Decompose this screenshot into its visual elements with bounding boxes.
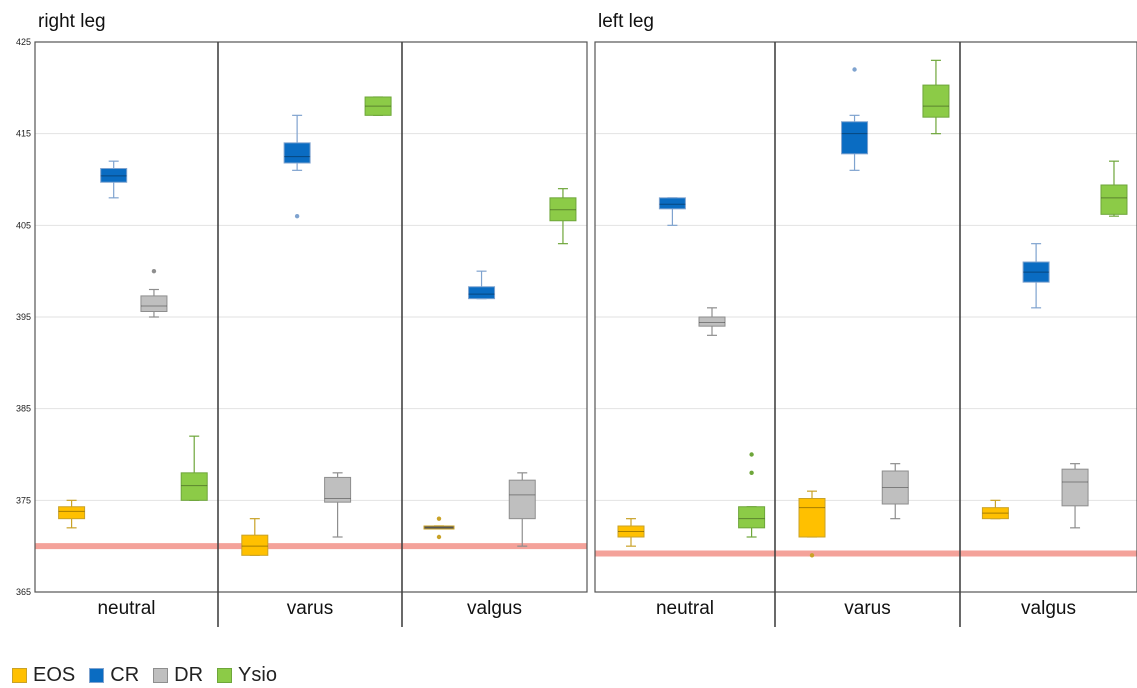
legend-swatch-eos [12,668,27,683]
y-tick-label: 405 [16,220,31,230]
panel-1-neutral-dr-box [140,295,168,312]
panel-1-category-label-neutral: neutral [97,598,155,619]
y-tick-label: 385 [16,404,31,414]
panel-2-valgus-cr-box [1022,261,1050,283]
panel-1-neutral-eos-box [58,506,86,520]
panel-1-neutral-ysio-box [180,472,208,501]
panel-2-varus-cr-outlier [852,67,857,72]
panel-2-category-label-varus: varus [844,598,890,619]
panel-2-varus-cr-box [841,121,869,155]
panel-2-neutral-ysio-outlier [749,470,754,476]
panel-1-category-label-valgus: valgus [467,598,522,619]
legend-swatch-cr [89,668,105,683]
legend-item-eos: EOS [12,664,75,687]
y-tick-label: 375 [16,495,31,505]
panel-1-varus-dr-box [324,476,352,503]
panel-2-neutral-ysio-box [738,506,766,529]
y-tick-label: 365 [16,587,31,597]
panel-2-varus-dr-box [881,470,909,505]
panel-1-plot-frame [34,41,588,593]
panel-1-neutral-cr-box [100,168,128,183]
panel-2-varus-eos-box [798,498,826,538]
panel-2-varus-ysio-box [922,84,950,118]
legend-swatch-ysio [217,668,233,683]
y-tick-label: 395 [16,312,31,322]
panel-1-varus-ysio-box [364,96,392,116]
panel-1-varus-cr-box [283,142,311,164]
legend-label-dr: DR [174,664,204,686]
legend: EOS CR DR Ysio [12,664,291,687]
panel-1-title: right leg [38,11,106,32]
legend-label-ysio: Ysio [238,664,277,686]
y-tick-label: 415 [16,129,31,139]
legend-swatch-dr [153,668,169,683]
panel-2-varus-eos-outlier [809,553,815,558]
panel-1-valgus-eos-outlier [436,516,442,521]
panel-1-neutral-dr-outlier [151,268,157,274]
panel-2-neutral-ysio-outlier [749,452,754,457]
panel-2-valgus-ysio-box [1100,184,1128,215]
legend-item-dr: DR [153,664,203,687]
panel-1-valgus-ysio-box [549,197,577,222]
panel-2-neutral-cr-box [658,197,686,210]
panel-1-varus-eos-box [241,534,269,556]
y-tick-label: 425 [16,37,31,47]
panel-1-valgus-eos-box [423,525,455,530]
legend-item-ysio: Ysio [217,664,277,687]
panel-2-valgus-eos-box [981,507,1009,520]
panel-1-valgus-eos-outlier [436,534,442,540]
panel-2-title: left leg [598,11,654,32]
panel-2-plot-frame [594,41,1137,593]
panel-2-category-label-valgus: valgus [1021,598,1076,619]
panel-1-valgus-cr-box [468,286,496,300]
legend-label-eos: EOS [33,664,76,686]
legend-item-cr: CR [89,664,139,687]
panel-1-category-label-varus: varus [287,598,333,619]
panel-2-valgus-dr-box [1061,468,1089,507]
panel-2-neutral-eos-box [617,525,645,538]
panel-1-valgus-dr-box [508,479,536,520]
panel-1-varus-cr-outlier [294,213,300,219]
panel-2-neutral-dr-box [698,316,726,327]
panel-2-category-label-neutral: neutral [656,598,714,619]
legend-label-cr: CR [110,664,140,686]
